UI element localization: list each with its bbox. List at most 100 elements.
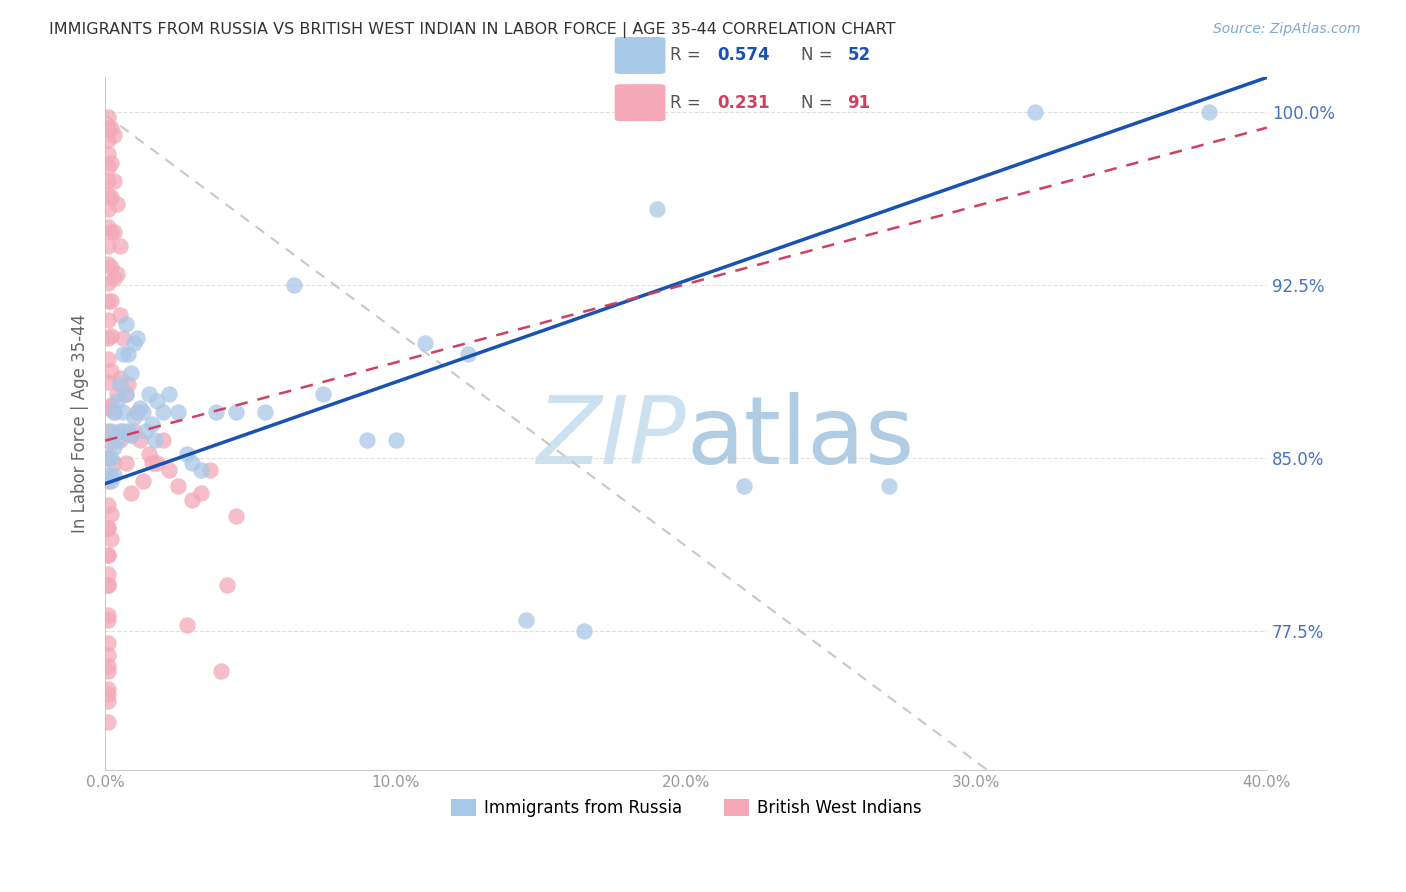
Point bbox=[97, 375, 120, 389]
Point bbox=[122, 409, 145, 424]
FancyBboxPatch shape bbox=[614, 84, 665, 121]
Text: IMMIGRANTS FROM RUSSIA VS BRITISH WEST INDIAN IN LABOR FORCE | AGE 35-44 CORRELA: IMMIGRANTS FROM RUSSIA VS BRITISH WEST I… bbox=[49, 22, 896, 38]
Point bbox=[117, 377, 139, 392]
Point bbox=[190, 463, 212, 477]
Point bbox=[97, 239, 120, 253]
Point bbox=[100, 121, 122, 136]
Point bbox=[100, 190, 122, 204]
Point bbox=[108, 308, 131, 322]
Point bbox=[127, 331, 149, 345]
Point bbox=[97, 257, 120, 271]
Point bbox=[97, 549, 120, 563]
Point bbox=[97, 608, 120, 623]
Text: 0.574: 0.574 bbox=[717, 46, 770, 64]
Text: ZIP: ZIP bbox=[537, 392, 686, 483]
Text: R =: R = bbox=[671, 46, 706, 64]
Point bbox=[97, 352, 120, 367]
Point bbox=[1198, 105, 1220, 120]
Point bbox=[97, 694, 120, 708]
Point bbox=[879, 479, 901, 493]
Point bbox=[152, 433, 174, 447]
Point bbox=[283, 278, 305, 293]
Point bbox=[114, 386, 136, 401]
Point bbox=[198, 463, 221, 477]
Point bbox=[97, 714, 120, 729]
FancyBboxPatch shape bbox=[614, 37, 665, 74]
Point bbox=[97, 220, 120, 235]
Point bbox=[225, 509, 247, 524]
Point bbox=[97, 475, 120, 489]
Point bbox=[97, 331, 120, 345]
Point bbox=[97, 276, 120, 290]
Point bbox=[574, 624, 596, 639]
Text: Source: ZipAtlas.com: Source: ZipAtlas.com bbox=[1213, 22, 1361, 37]
Point bbox=[103, 174, 125, 188]
Text: N =: N = bbox=[801, 94, 838, 112]
Point bbox=[103, 405, 125, 419]
Text: 52: 52 bbox=[848, 46, 870, 64]
Point bbox=[138, 447, 160, 461]
Point bbox=[100, 156, 122, 170]
Point bbox=[122, 424, 145, 438]
Point bbox=[103, 405, 125, 419]
Point bbox=[111, 331, 134, 345]
Point bbox=[146, 456, 169, 470]
Point bbox=[97, 498, 120, 512]
Point bbox=[111, 405, 134, 419]
Point bbox=[97, 687, 120, 701]
Point bbox=[120, 428, 142, 442]
Text: 91: 91 bbox=[848, 94, 870, 112]
Point bbox=[97, 401, 120, 415]
Point bbox=[515, 613, 537, 627]
Point bbox=[103, 467, 125, 482]
Point bbox=[204, 405, 226, 419]
Point bbox=[117, 347, 139, 361]
Point bbox=[143, 433, 166, 447]
Point bbox=[97, 520, 120, 534]
Point bbox=[97, 294, 120, 309]
Point bbox=[356, 433, 378, 447]
Point bbox=[100, 329, 122, 343]
Point bbox=[97, 121, 120, 136]
Point bbox=[645, 202, 668, 216]
Point bbox=[111, 424, 134, 438]
Point bbox=[97, 578, 120, 592]
Point bbox=[122, 335, 145, 350]
Point bbox=[166, 405, 188, 419]
Point bbox=[97, 566, 120, 581]
Point bbox=[97, 202, 120, 216]
Point bbox=[117, 424, 139, 438]
Point bbox=[103, 440, 125, 454]
Point bbox=[253, 405, 276, 419]
Point bbox=[181, 492, 204, 507]
Point bbox=[413, 335, 436, 350]
Point bbox=[108, 433, 131, 447]
Point bbox=[100, 398, 122, 412]
Point bbox=[97, 664, 120, 678]
Point bbox=[312, 386, 335, 401]
Point bbox=[105, 386, 128, 401]
Point bbox=[181, 456, 204, 470]
Point bbox=[103, 128, 125, 143]
Point bbox=[97, 549, 120, 563]
Point bbox=[114, 386, 136, 401]
Point bbox=[105, 267, 128, 281]
Point bbox=[129, 433, 152, 447]
Point bbox=[97, 467, 120, 482]
Point bbox=[97, 648, 120, 662]
Point bbox=[100, 294, 122, 309]
Point bbox=[108, 370, 131, 384]
Text: N =: N = bbox=[801, 46, 838, 64]
Point bbox=[103, 456, 125, 470]
Point bbox=[127, 405, 149, 419]
Text: atlas: atlas bbox=[686, 392, 914, 483]
Point bbox=[100, 260, 122, 274]
Point bbox=[152, 405, 174, 419]
Point bbox=[209, 664, 232, 678]
Point bbox=[108, 424, 131, 438]
Point bbox=[108, 239, 131, 253]
Point bbox=[97, 188, 120, 202]
Point bbox=[111, 347, 134, 361]
Point bbox=[100, 451, 122, 466]
Point bbox=[105, 433, 128, 447]
